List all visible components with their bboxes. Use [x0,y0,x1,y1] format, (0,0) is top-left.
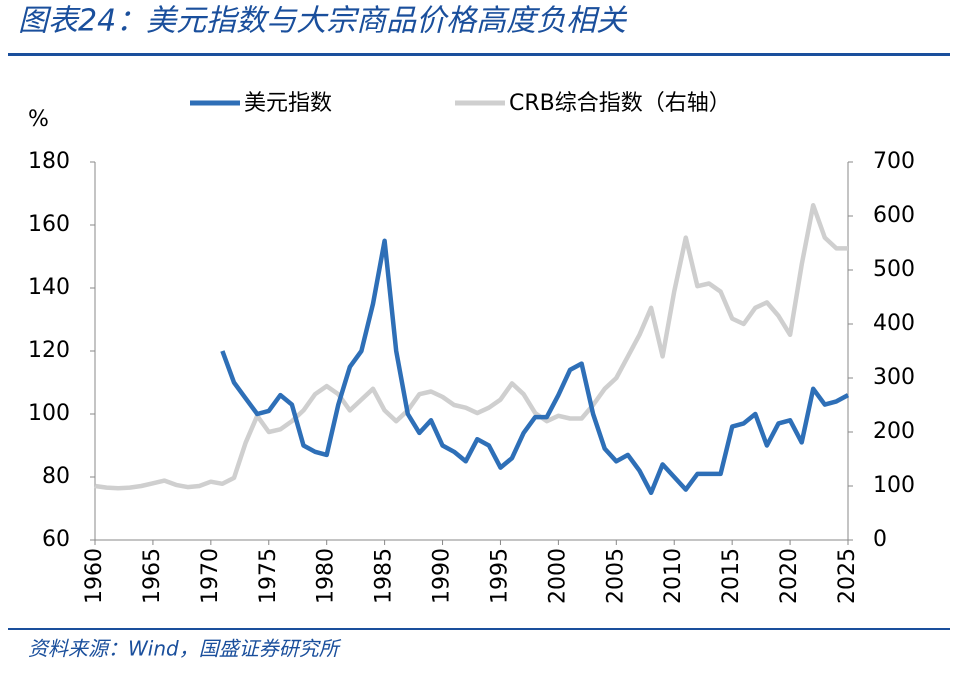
y-tick-label: 180 [28,149,70,174]
y2-tick-label: 0 [873,527,887,552]
y2-tick-label: 100 [873,473,915,498]
x-tick-label: 1965 [140,548,165,604]
y-tick-label: 160 [28,212,70,237]
x-tick-label: 2015 [719,548,744,604]
x-tick-label: 1985 [372,548,397,604]
x-tick-label: 1995 [487,548,512,604]
y-tick-label: 120 [28,338,70,363]
y-tick-label: 140 [28,275,70,300]
chart-title: 图表24：美元指数与大宗商品价格高度负相关 [18,4,628,39]
y-tick-label: 100 [28,401,70,426]
x-tick-label: 2005 [603,548,628,604]
y2-tick-label: 200 [873,419,915,444]
x-tick-label: 2010 [661,548,686,604]
source-note: 资料来源：Wind，国盛证券研究所 [28,637,342,661]
x-tick-label: 1990 [430,548,455,604]
y2-tick-label: 300 [873,365,915,390]
x-tick-label: 2000 [545,548,570,604]
legend-label: 美元指数 [244,91,332,116]
y2-tick-label: 500 [873,257,915,282]
footer-rule [8,628,950,630]
x-tick-label: 1960 [82,548,107,604]
data-line [94,202,848,491]
y2-tick-label: 600 [873,203,915,228]
title-rule [8,53,950,56]
x-tick-label: 2020 [777,548,802,604]
data-line [220,238,850,496]
legend-label: CRB综合指数（右轴） [509,91,731,116]
y-tick-label: 60 [42,527,70,552]
y2-tick-label: 400 [873,311,915,336]
x-tick-label: 1970 [198,548,223,604]
x-tick-label: 1980 [314,548,339,604]
x-tick-label: 1975 [256,548,281,604]
x-tick-label: 2025 [835,548,860,604]
y-axis-unit: % [28,107,49,132]
y2-tick-label: 700 [873,149,915,174]
y-tick-label: 80 [42,464,70,489]
